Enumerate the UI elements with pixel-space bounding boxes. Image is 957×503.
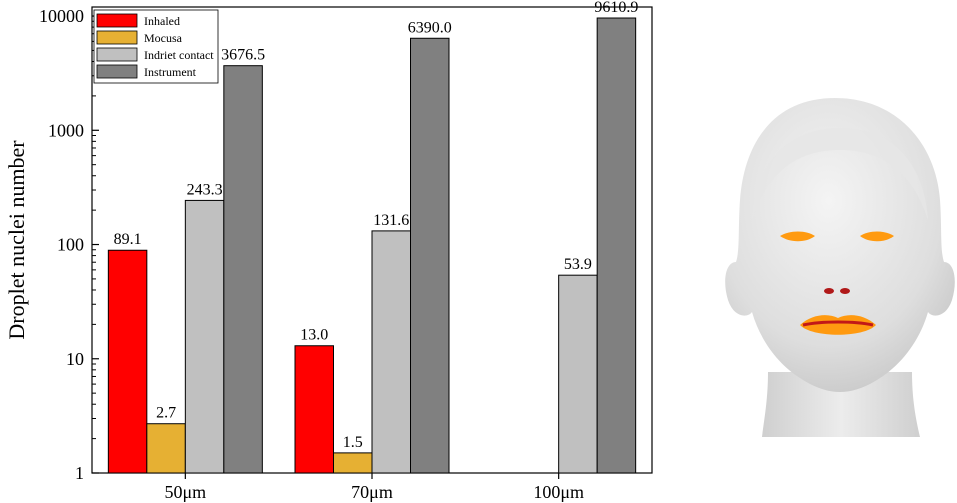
left-nostril — [824, 288, 834, 294]
bar-value-label: 1.5 — [343, 434, 363, 451]
head-model-icon — [725, 98, 955, 437]
legend-label: Indriet contact — [144, 48, 214, 62]
legend-swatch — [96, 64, 138, 79]
left-eye-deposit — [780, 231, 815, 242]
bar-value-labels: 89.1 2.7 243.3 3676.5 13.0 1.5 131.6 6390.0 53.9… — [114, 0, 639, 451]
bar-inhaled — [294, 345, 334, 474]
bars-group — [107, 17, 637, 474]
bar-instrument — [410, 37, 450, 474]
legend-swatch — [96, 47, 138, 62]
y-axis-title: Droplet nuclei number — [4, 140, 29, 340]
bar-value-label: 243.3 — [187, 181, 223, 198]
bar-value-label: 53.9 — [564, 256, 592, 273]
x-tick-label: 70μm — [351, 482, 393, 502]
bar-mocusa — [146, 423, 186, 474]
x-tick-label: 100μm — [533, 482, 584, 502]
y-axis-ticks: 1 10 100 1000 10000 — [39, 6, 99, 483]
bar-mocusa — [333, 452, 373, 474]
bar-indriet-contact — [184, 199, 225, 474]
right-nostril — [840, 288, 850, 294]
bar-instrument — [223, 65, 263, 474]
head-shape — [725, 98, 955, 392]
legend-label: Inhaled — [144, 14, 180, 28]
lip-line — [802, 320, 874, 327]
y-tick-label: 100 — [57, 235, 84, 255]
bar-value-label: 13.0 — [300, 327, 328, 344]
bar-indriet-contact — [371, 230, 411, 474]
right-eye-deposit — [860, 231, 894, 242]
bar-instrument — [596, 17, 637, 474]
legend-label: Instrument — [144, 65, 197, 79]
bar-value-label: 131.6 — [373, 212, 409, 229]
mouth-deposit — [800, 315, 876, 335]
x-axis-ticks: 50μm 70μm 100μm — [165, 473, 584, 502]
legend: Inhaled Mocusa Indriet contact Instrument — [93, 9, 219, 84]
y-tick-label: 1000 — [48, 120, 84, 140]
bar-value-label: 2.7 — [156, 405, 176, 422]
y-tick-label: 10 — [66, 349, 84, 369]
bar-value-label: 9610.9 — [594, 0, 638, 16]
bar-value-label: 89.1 — [114, 231, 142, 248]
y-tick-label: 1 — [75, 463, 84, 483]
bar-indriet-contact — [558, 274, 598, 474]
x-tick-label: 50μm — [165, 482, 207, 502]
legend-swatch — [96, 30, 138, 45]
bar-inhaled — [107, 249, 148, 474]
hairline-shape — [752, 128, 928, 220]
neck-shape — [762, 372, 920, 437]
bar-value-label: 3676.5 — [221, 47, 265, 64]
legend-swatch — [96, 13, 138, 28]
legend-label: Mocusa — [144, 31, 183, 45]
bar-value-label: 6390.0 — [408, 19, 452, 36]
y-tick-label: 10000 — [39, 6, 84, 26]
